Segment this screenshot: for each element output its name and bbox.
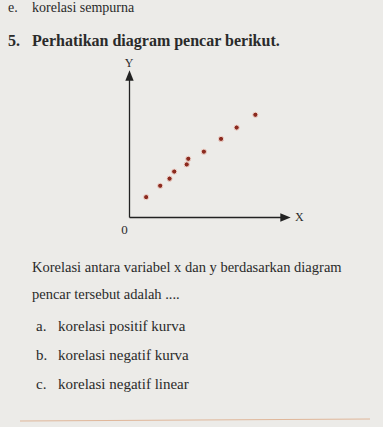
axis-title: X [295,210,304,224]
point [234,125,239,130]
point [186,156,191,161]
x-axis: 0 [121,217,285,237]
option-letter: e. [8,0,18,15]
rule [20,419,370,421]
point [184,162,189,167]
option-text: korelasi negatif kurva [58,347,189,363]
question-text: Perhatikan diagram pencar berikut. [32,32,280,50]
tick-label: 0 [121,222,128,237]
axis-line [129,76,130,218]
option-letter: a. [36,318,46,334]
prompt-text: Korelasi antara variabel x dan y berdasa… [32,259,342,275]
y-axis [129,76,130,218]
point [167,176,172,181]
points [144,112,258,200]
option-letter: b. [36,347,47,363]
axis-line [130,217,286,218]
point [201,149,206,154]
tick: 0 [121,217,129,237]
point [158,183,163,188]
page: e. korelasi sempurna 5. Perhatikan diagram … [0,0,383,427]
option-letter: c. [36,376,46,392]
point [172,169,177,174]
axis-title: Y [125,56,134,70]
point [253,112,258,117]
option-text: korelasi negatif linear [58,376,189,392]
option-text: korelasi positif kurva [58,318,186,334]
option-text: korelasi sempurna [32,0,135,15]
point [218,136,223,141]
point [144,195,149,200]
question-number: 5. [8,32,20,49]
prompt-text: pencar tersebut adalah .... [32,286,180,302]
